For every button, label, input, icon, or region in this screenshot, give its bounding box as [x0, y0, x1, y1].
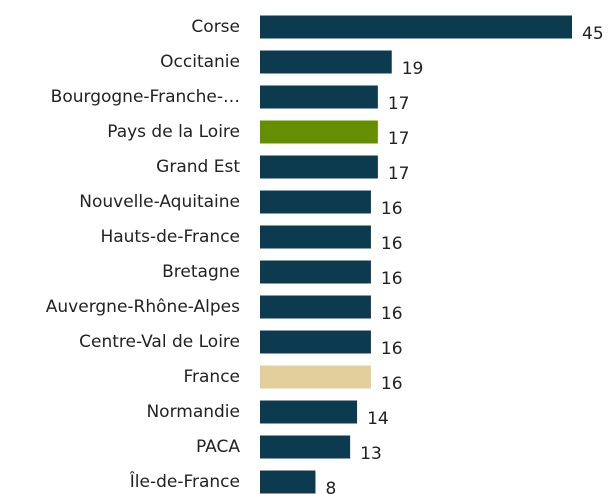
value-label: 16	[381, 234, 403, 254]
value-label: 16	[381, 199, 403, 219]
value-label: 17	[388, 129, 410, 149]
bar	[260, 365, 371, 389]
category-label: Occitanie	[160, 52, 240, 72]
category-label: France	[183, 367, 240, 387]
category-label: Nouvelle-Aquitaine	[79, 192, 240, 212]
category-label: Centre-Val de Loire	[79, 332, 240, 352]
value-label: 17	[388, 164, 410, 184]
value-label: 19	[402, 59, 424, 79]
category-label: Pays de la Loire	[107, 122, 240, 142]
category-label: Île-de-France	[129, 470, 240, 492]
bar	[260, 435, 351, 459]
bar	[260, 400, 358, 424]
bar	[260, 15, 572, 39]
category-label: Auvergne-Rhône-Alpes	[46, 297, 240, 317]
category-label: PACA	[196, 437, 240, 457]
bar	[260, 155, 378, 179]
value-label: 45	[582, 24, 604, 44]
category-label: Grand Est	[156, 157, 240, 177]
bar	[260, 225, 371, 249]
category-label: Bourgogne-Franche-…	[51, 87, 240, 107]
category-label: Bretagne	[162, 262, 240, 282]
category-label: Hauts-de-France	[100, 227, 240, 247]
bar	[260, 85, 378, 109]
bar	[260, 295, 371, 319]
bar	[260, 470, 316, 494]
bar	[260, 50, 392, 74]
bar	[260, 120, 378, 144]
value-label: 16	[381, 304, 403, 324]
bar	[260, 260, 371, 284]
category-label: Normandie	[146, 402, 240, 422]
value-label: 8	[325, 479, 336, 494]
value-label: 16	[381, 339, 403, 359]
value-label: 17	[388, 94, 410, 114]
category-label: Corse	[191, 17, 240, 37]
value-label: 16	[381, 269, 403, 289]
value-label: 13	[360, 444, 382, 464]
value-label: 16	[381, 374, 403, 394]
value-label: 14	[367, 409, 389, 429]
bar	[260, 190, 371, 214]
bar	[260, 330, 371, 354]
